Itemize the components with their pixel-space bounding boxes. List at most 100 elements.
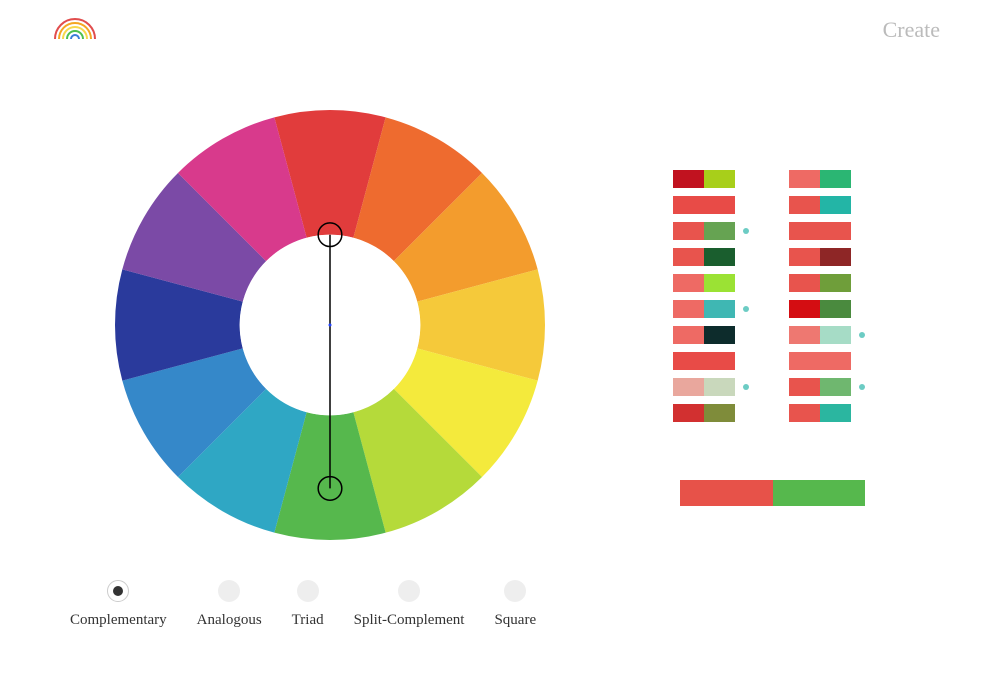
swatch-half	[704, 274, 735, 292]
swatch-indicator-dot-icon	[859, 384, 865, 390]
swatch-pair[interactable]	[789, 352, 851, 370]
mode-radio-icon[interactable]	[398, 580, 420, 602]
swatch-row	[789, 248, 865, 266]
swatch-half	[704, 170, 735, 188]
mode-radio-icon[interactable]	[504, 580, 526, 602]
mode-label: Square	[494, 612, 536, 629]
swatch-indicator-dot-icon	[743, 228, 749, 234]
swatch-half	[673, 274, 704, 292]
swatch-pair[interactable]	[789, 170, 851, 188]
swatch-half	[820, 248, 851, 266]
swatch-pair[interactable]	[789, 248, 851, 266]
swatch-pair[interactable]	[673, 248, 735, 266]
selected-palette[interactable]	[680, 480, 865, 506]
swatch-half	[673, 378, 704, 396]
swatch-row	[789, 196, 865, 214]
swatch-column-left	[673, 170, 749, 422]
swatch-pair[interactable]	[789, 378, 851, 396]
swatch-pair[interactable]	[789, 196, 851, 214]
mode-square[interactable]: Square	[494, 580, 536, 629]
swatch-row	[789, 352, 865, 370]
swatch-half	[673, 326, 704, 344]
rainbow-logo-icon[interactable]	[50, 13, 100, 48]
swatch-row	[789, 326, 865, 344]
swatch-pair[interactable]	[673, 352, 735, 370]
swatch-half	[820, 196, 851, 214]
swatch-half	[820, 378, 851, 396]
swatch-row	[673, 248, 749, 266]
harmony-mode-selector: Complementary Analogous Triad Split-Complem…	[70, 580, 536, 629]
swatch-indicator-dot-icon	[743, 306, 749, 312]
mode-label: Analogous	[197, 612, 262, 629]
swatch-row	[673, 352, 749, 370]
color-wheel[interactable]	[110, 105, 550, 545]
swatch-half	[704, 326, 735, 344]
swatch-half	[820, 326, 851, 344]
swatch-pair[interactable]	[673, 378, 735, 396]
swatch-half	[704, 196, 735, 214]
swatch-half	[673, 404, 704, 422]
swatch-pair[interactable]	[673, 170, 735, 188]
swatch-row	[789, 170, 865, 188]
swatch-row	[673, 404, 749, 422]
swatch-column-right	[789, 170, 865, 422]
mode-radio-icon[interactable]	[107, 580, 129, 602]
swatch-pair[interactable]	[673, 274, 735, 292]
swatch-pair[interactable]	[673, 300, 735, 318]
swatch-pair[interactable]	[673, 196, 735, 214]
swatch-half	[789, 248, 820, 266]
swatch-half	[789, 378, 820, 396]
main-content: Complementary Analogous Triad Split-Complem…	[0, 80, 990, 695]
swatch-row	[789, 222, 865, 240]
swatch-half	[673, 170, 704, 188]
swatch-suggestions	[673, 170, 865, 422]
create-link[interactable]: Create	[883, 17, 940, 43]
swatch-half	[704, 248, 735, 266]
swatch-half	[820, 404, 851, 422]
swatch-half	[704, 352, 735, 370]
mode-label: Complementary	[70, 612, 167, 629]
mode-radio-icon[interactable]	[297, 580, 319, 602]
swatch-half	[789, 222, 820, 240]
swatch-pair[interactable]	[789, 274, 851, 292]
swatch-indicator-dot-icon	[743, 384, 749, 390]
swatch-half	[704, 300, 735, 318]
swatch-half	[673, 248, 704, 266]
swatch-half	[789, 170, 820, 188]
swatch-row	[673, 300, 749, 318]
swatch-pair[interactable]	[789, 404, 851, 422]
header: Create	[0, 0, 990, 60]
center-dot	[329, 324, 332, 327]
mode-radio-icon[interactable]	[218, 580, 240, 602]
swatch-row	[673, 222, 749, 240]
swatch-half	[789, 300, 820, 318]
swatch-half	[789, 196, 820, 214]
swatch-pair[interactable]	[789, 326, 851, 344]
swatch-row	[789, 274, 865, 292]
swatch-pair[interactable]	[789, 300, 851, 318]
swatch-pair[interactable]	[789, 222, 851, 240]
swatch-half	[704, 378, 735, 396]
swatch-pair[interactable]	[673, 404, 735, 422]
swatch-row	[789, 404, 865, 422]
swatch-half	[789, 274, 820, 292]
swatch-pair[interactable]	[673, 222, 735, 240]
mode-analogous[interactable]: Analogous	[197, 580, 262, 629]
swatch-half	[820, 300, 851, 318]
swatch-pair[interactable]	[673, 326, 735, 344]
swatch-half	[820, 222, 851, 240]
mode-triad[interactable]: Triad	[292, 580, 324, 629]
swatch-row	[789, 300, 865, 318]
swatch-half	[673, 300, 704, 318]
mode-complementary[interactable]: Complementary	[70, 580, 167, 629]
swatch-row	[789, 378, 865, 396]
swatch-half	[673, 222, 704, 240]
mode-label: Triad	[292, 612, 324, 629]
mode-label: Split-Complement	[354, 612, 465, 629]
swatch-row	[673, 170, 749, 188]
mode-split-complement[interactable]: Split-Complement	[354, 580, 465, 629]
swatch-half	[673, 196, 704, 214]
swatch-half	[789, 326, 820, 344]
swatch-row	[673, 326, 749, 344]
swatch-half	[673, 352, 704, 370]
